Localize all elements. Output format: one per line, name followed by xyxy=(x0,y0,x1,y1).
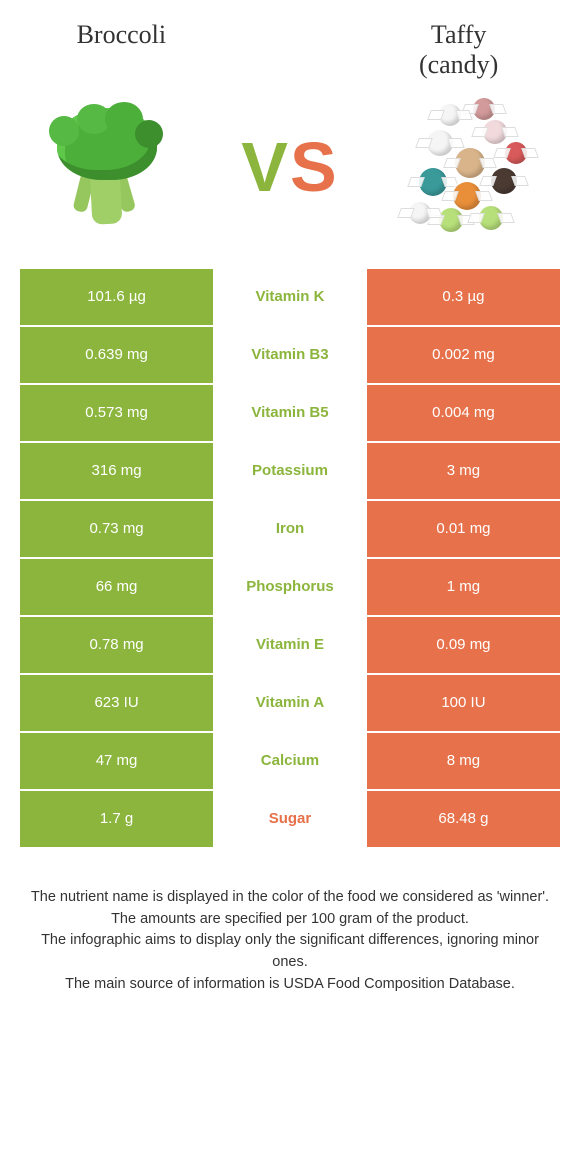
left-value: 101.6 µg xyxy=(19,268,214,326)
left-value: 0.73 mg xyxy=(19,500,214,558)
comparison-table: 101.6 µgVitamin K0.3 µg0.639 mgVitamin B… xyxy=(18,267,562,849)
table-row: 101.6 µgVitamin K0.3 µg xyxy=(19,268,561,326)
table-row: 1.7 gSugar68.48 g xyxy=(19,790,561,848)
vs-s: S xyxy=(290,128,339,206)
table-row: 0.639 mgVitamin B30.002 mg xyxy=(19,326,561,384)
footnotes: The nutrient name is displayed in the co… xyxy=(18,887,562,996)
nutrient-label: Vitamin K xyxy=(214,268,366,326)
left-value: 0.78 mg xyxy=(19,616,214,674)
right-value: 100 IU xyxy=(366,674,561,732)
right-value: 68.48 g xyxy=(366,790,561,848)
table-row: 623 IUVitamin A100 IU xyxy=(19,674,561,732)
left-food-title: Broccoli xyxy=(18,20,225,50)
header-row: Broccoli Taffy (candy) xyxy=(18,20,562,80)
nutrient-label: Iron xyxy=(214,500,366,558)
table-row: 0.73 mgIron0.01 mg xyxy=(19,500,561,558)
right-food-title: Taffy (candy) xyxy=(355,20,562,80)
left-food-image xyxy=(18,102,198,232)
vs-v: V xyxy=(241,128,290,206)
footnote-line: The main source of information is USDA F… xyxy=(26,974,554,996)
right-title-l1: Taffy xyxy=(431,20,486,49)
taffy-icon xyxy=(395,90,550,245)
nutrient-label: Calcium xyxy=(214,732,366,790)
left-value: 47 mg xyxy=(19,732,214,790)
footnote-line: The infographic aims to display only the… xyxy=(26,930,554,974)
left-value: 623 IU xyxy=(19,674,214,732)
images-row: VS xyxy=(18,90,562,245)
footnote-line: The amounts are specified per 100 gram o… xyxy=(26,909,554,931)
left-value: 316 mg xyxy=(19,442,214,500)
right-value: 1 mg xyxy=(366,558,561,616)
broccoli-icon xyxy=(43,102,173,232)
left-value: 66 mg xyxy=(19,558,214,616)
table-row: 47 mgCalcium8 mg xyxy=(19,732,561,790)
vs-label: VS xyxy=(198,127,383,207)
table-row: 0.78 mgVitamin E0.09 mg xyxy=(19,616,561,674)
table-row: 316 mgPotassium3 mg xyxy=(19,442,561,500)
table-row: 0.573 mgVitamin B50.004 mg xyxy=(19,384,561,442)
right-value: 0.3 µg xyxy=(366,268,561,326)
table-row: 66 mgPhosphorus1 mg xyxy=(19,558,561,616)
nutrient-label: Potassium xyxy=(214,442,366,500)
nutrient-label: Sugar xyxy=(214,790,366,848)
footnote-line: The nutrient name is displayed in the co… xyxy=(26,887,554,909)
nutrient-label: Vitamin A xyxy=(214,674,366,732)
right-value: 0.09 mg xyxy=(366,616,561,674)
right-value: 0.004 mg xyxy=(366,384,561,442)
right-title-l2: (candy) xyxy=(419,50,498,79)
right-value: 0.01 mg xyxy=(366,500,561,558)
nutrient-label: Vitamin B5 xyxy=(214,384,366,442)
left-value: 0.573 mg xyxy=(19,384,214,442)
right-food-image xyxy=(382,90,562,245)
nutrient-label: Phosphorus xyxy=(214,558,366,616)
left-value: 0.639 mg xyxy=(19,326,214,384)
nutrient-label: Vitamin B3 xyxy=(214,326,366,384)
right-value: 3 mg xyxy=(366,442,561,500)
right-value: 8 mg xyxy=(366,732,561,790)
left-value: 1.7 g xyxy=(19,790,214,848)
right-value: 0.002 mg xyxy=(366,326,561,384)
nutrient-label: Vitamin E xyxy=(214,616,366,674)
